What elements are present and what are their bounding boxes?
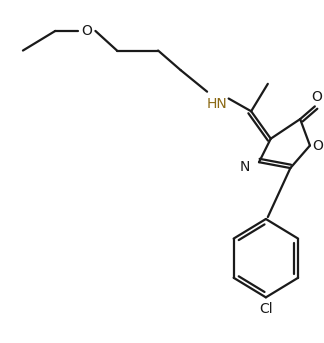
Text: N: N bbox=[240, 160, 250, 174]
Text: HN: HN bbox=[206, 97, 227, 111]
Text: O: O bbox=[312, 139, 323, 153]
Text: O: O bbox=[81, 24, 92, 38]
Text: Cl: Cl bbox=[259, 302, 273, 316]
Text: O: O bbox=[311, 90, 322, 104]
